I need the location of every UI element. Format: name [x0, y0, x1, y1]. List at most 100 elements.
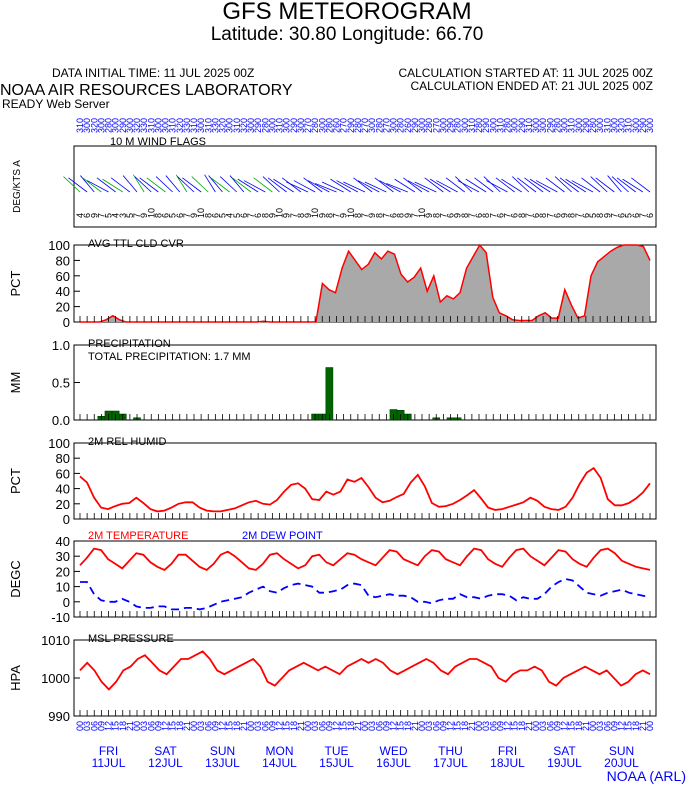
wind-direction-label: 320	[239, 118, 249, 133]
wind-barb	[155, 176, 173, 193]
wind-barb	[343, 181, 366, 193]
wind-speed-label: 9	[317, 213, 327, 218]
hour-label: 00	[189, 721, 199, 731]
hour-label: 09	[267, 721, 277, 731]
wind-barb	[581, 177, 601, 193]
hour-label: 18	[631, 721, 641, 731]
wind-barb	[237, 178, 259, 193]
wind-speed-label: 8	[431, 213, 441, 218]
wind-direction-label: 290	[346, 118, 356, 133]
wind-barb	[424, 177, 444, 193]
temp-legend-label: 2M TEMPERATURE	[88, 530, 188, 542]
wind-direction-label: 310	[524, 118, 534, 133]
wind-barb	[414, 181, 437, 193]
hour-label: 12	[446, 721, 456, 731]
date-label: 13JUL	[205, 756, 240, 770]
wind-direction-label: 310	[146, 118, 156, 133]
wind-barb	[403, 177, 423, 193]
wind-speed-label: 10	[417, 208, 427, 218]
hour-label: 09	[210, 721, 220, 731]
wind-direction-label: 300	[161, 118, 171, 133]
wind-direction-label: 300	[196, 118, 206, 133]
lab-name: NOAA AIR RESOURCES LABORATORY	[0, 82, 293, 99]
cloud-cover-line	[80, 243, 651, 323]
hour-label: 06	[431, 721, 441, 731]
wind-direction-label: 280	[503, 118, 513, 133]
wind-speed-label: 6	[495, 213, 505, 218]
hour-label: 03	[196, 721, 206, 731]
day-label: SAT	[154, 744, 177, 758]
wind-direction-label: 310	[467, 118, 477, 133]
precip-total: TOTAL PRECIPITATION: 1.7 MM	[88, 351, 251, 363]
hour-label: 03	[82, 721, 92, 731]
wind-barb	[102, 178, 123, 193]
hour-label: 00	[645, 721, 655, 731]
wind-speed-label: 7	[289, 213, 299, 218]
day-label: THU	[438, 744, 463, 758]
wind-speed-label: 9	[303, 213, 313, 218]
wind-direction-label: 310	[495, 118, 505, 133]
wind-direction-label: 300	[574, 118, 584, 133]
wind-direction-label: 280	[396, 118, 406, 133]
hour-label: 18	[232, 721, 242, 731]
humid-panel-frame	[73, 442, 657, 520]
y-axis-label: PCT	[8, 468, 23, 494]
wind-speed-label: 7	[246, 213, 256, 218]
wind-barb	[364, 181, 387, 193]
wind-speed-label: 7	[360, 213, 370, 218]
wind-speed-label: 6	[253, 213, 263, 218]
wind-barb	[134, 176, 152, 193]
dewpoint-legend-label: 2M DEW POINT	[242, 530, 323, 542]
hour-label: 03	[367, 721, 377, 731]
wind-barb	[517, 177, 537, 193]
wind-direction-label: 300	[510, 118, 520, 133]
wind-barb	[229, 175, 245, 193]
wind-speed-label: 6	[645, 213, 655, 218]
wind-speed-label: 4	[225, 213, 235, 218]
wind-direction-label: 330	[210, 118, 220, 133]
hour-label: 15	[510, 721, 520, 731]
hour-label: 12	[275, 721, 285, 731]
hour-label: 00	[360, 721, 370, 731]
date-label: 19JUL	[547, 756, 582, 770]
hour-label: 21	[581, 721, 591, 731]
cloud-cover-area	[80, 245, 650, 322]
hour-label: 18	[289, 721, 299, 731]
wind-speed-label: 4	[75, 213, 85, 218]
wind-barb	[82, 177, 102, 193]
hour-label: 21	[638, 721, 648, 731]
hour-label: 18	[175, 721, 185, 731]
wind-speed-label: 6	[531, 213, 541, 218]
wind-direction-label: 300	[153, 118, 163, 133]
hour-label: 03	[310, 721, 320, 731]
wind-speed-label: 9	[89, 213, 99, 218]
wind-barb	[374, 177, 394, 193]
wind-direction-label: 280	[374, 118, 384, 133]
wind-speed-label: 9	[424, 213, 434, 218]
wind-direction-label: 290	[118, 118, 128, 133]
wind-speed-label: 9	[560, 213, 570, 218]
wind-direction-label: 290	[410, 118, 420, 133]
wind-barb	[315, 183, 337, 193]
y-tick-label: 80	[56, 253, 70, 268]
hour-label: 12	[104, 721, 114, 731]
hour-label: 15	[282, 721, 292, 731]
calc-ended: CALCULATION ENDED AT: 21 JUL 2025 00Z	[410, 79, 653, 93]
y-tick-label: 40	[56, 284, 70, 299]
wind-direction-label: 300	[225, 118, 235, 133]
wind-speed-label: 6	[631, 213, 641, 218]
date-label: 17JUL	[433, 756, 468, 770]
page-title: GFS METEOROGRAM	[222, 0, 472, 25]
wind-panel-title: 10 M WIND FLAGS	[110, 136, 206, 148]
y-tick-label: 20	[56, 300, 70, 315]
y-axis-label: PCT	[8, 270, 23, 296]
date-label: 20JUL	[604, 756, 639, 770]
wind-speed-label: 7	[638, 213, 648, 218]
wind-barb	[607, 175, 622, 193]
wind-direction-label: 330	[182, 118, 192, 133]
hour-label: 00	[417, 721, 427, 731]
wind-speed-label: 7	[609, 213, 619, 218]
wind-barb	[262, 176, 280, 193]
hour-label: 12	[332, 721, 342, 731]
wind-speed-label: 8	[595, 213, 605, 218]
